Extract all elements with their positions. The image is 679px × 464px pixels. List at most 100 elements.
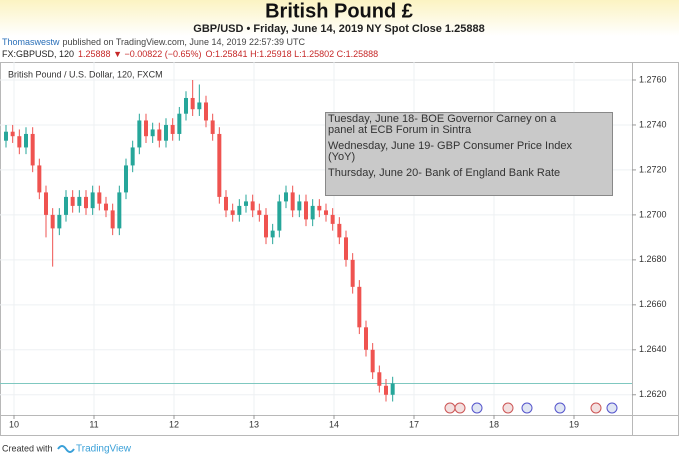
- y-tick-label: 1.2640: [639, 344, 667, 354]
- annotation-line: (YoY): [328, 151, 355, 163]
- event-icon[interactable]: [471, 402, 483, 414]
- annotation-line: Thursday, June 20- Bank of England Bank …: [328, 167, 560, 179]
- x-tick-label: 10: [9, 419, 19, 429]
- candle-body: [370, 349, 375, 373]
- candle-body: [310, 205, 315, 220]
- candle-body: [217, 133, 222, 197]
- candle-body: [244, 201, 248, 206]
- candle-body: [84, 196, 88, 209]
- x-tick-label: 17: [409, 419, 419, 429]
- brand-logo: [57, 445, 75, 453]
- candle-body: [37, 165, 42, 193]
- footer-brand[interactable]: TradingView: [76, 444, 132, 455]
- x-tick-label: 13: [249, 419, 259, 429]
- event-icon[interactable]: [454, 402, 466, 414]
- candle-body: [77, 196, 82, 206]
- event-icon[interactable]: [554, 402, 566, 414]
- candle-body: [184, 97, 188, 114]
- annotation-line: Wednesday, June 19- GBP Consumer Price I…: [328, 140, 572, 152]
- candle-body: [337, 223, 342, 238]
- x-tick-label: 19: [569, 419, 579, 429]
- candle-body: [30, 133, 35, 166]
- candle-body: [157, 129, 162, 141]
- candle-body: [164, 124, 168, 141]
- candle-body: [257, 210, 262, 215]
- ohlc: O:1.25841 H:1.25918 L:1.25802 C:1.25888: [206, 49, 379, 59]
- quote-line: FX:GBPUSD, 120 1.25888 ▼ −0.00822 (−0.65%…: [2, 49, 378, 59]
- annotation: Tuesday, June 18- BOE Governor Carney on…: [328, 113, 572, 179]
- candle-body: [297, 201, 302, 211]
- event-icon[interactable]: [590, 402, 602, 414]
- x-tick-label: 11: [89, 419, 98, 429]
- annotation-line: Tuesday, June 18- BOE Governor Carney on…: [328, 113, 557, 125]
- candle-body: [317, 205, 322, 211]
- candle-body: [284, 192, 288, 202]
- candle-body: [50, 214, 55, 229]
- y-tick-label: 1.2700: [639, 209, 667, 219]
- annotation-line: panel at ECB Forum in Sintra: [328, 124, 472, 136]
- annotation-box: [325, 112, 613, 196]
- y-tick-label: 1.2680: [639, 254, 667, 264]
- y-tick-label: 1.2720: [639, 164, 667, 174]
- candle-body: [44, 192, 48, 215]
- candle-body: [4, 131, 8, 141]
- event-icon[interactable]: [606, 402, 618, 414]
- candle-body: [190, 97, 195, 110]
- candle-body: [170, 124, 175, 134]
- candle-body: [137, 120, 142, 148]
- candle-body: [377, 372, 382, 386]
- footer-created: Created with: [2, 443, 53, 453]
- event-icon[interactable]: [502, 402, 514, 414]
- candle-body: [290, 192, 295, 211]
- candle-body: [177, 113, 182, 134]
- event-icon[interactable]: [521, 402, 533, 414]
- candle-body: [17, 136, 22, 148]
- candle-body: [97, 192, 102, 204]
- candle-body: [57, 214, 62, 229]
- candle-body: [210, 120, 215, 134]
- byline: Thomaswestw published on TradingView.com,…: [2, 37, 306, 47]
- candle-body: [197, 102, 202, 110]
- candle-body: [357, 286, 362, 328]
- candle-body: [270, 230, 275, 238]
- candle-body: [224, 196, 228, 211]
- x-tick-label: 18: [489, 419, 499, 429]
- y-tick-label: 1.2760: [639, 74, 667, 84]
- candle-body: [264, 214, 268, 238]
- candle-body: [324, 210, 328, 215]
- quote: 1.25888 ▼ −0.00822 (−0.65%): [78, 49, 202, 59]
- chart-legend: British Pound / U.S. Dollar, 120, FXCM: [8, 69, 163, 79]
- candle-body: [150, 129, 155, 137]
- candle-body: [24, 133, 28, 148]
- y-tick-label: 1.2620: [639, 389, 667, 399]
- title: British Pound £: [265, 0, 413, 22]
- candle-body: [344, 237, 348, 260]
- candle-body: [110, 210, 115, 229]
- candle-body: [237, 205, 242, 215]
- x-tick-label: 12: [169, 419, 179, 429]
- candle-body: [204, 102, 208, 121]
- y-tick-label: 1.2660: [639, 299, 667, 309]
- candle-body: [104, 203, 108, 211]
- candle-body: [64, 196, 68, 215]
- candle-body: [304, 201, 308, 220]
- candle-body: [330, 214, 335, 224]
- published: published on TradingView.com, June 14, 2…: [63, 37, 306, 47]
- x-tick-label: 14: [329, 419, 339, 429]
- candle-body: [90, 192, 95, 209]
- candle-body: [124, 165, 128, 193]
- y-tick-label: 1.2740: [639, 119, 667, 129]
- header-bg: [0, 0, 679, 36]
- symbol: FX:GBPUSD, 120: [2, 49, 74, 59]
- candle-body: [390, 383, 395, 395]
- subtitle: GBP/USD • Friday, June 14, 2019 NY Spot …: [193, 23, 484, 35]
- candle-body: [117, 192, 122, 229]
- plot: 1.2620 1.2640 1.2660 1.2680 1.2700 1.2720 1.27…: [0, 62, 667, 429]
- candle-body: [277, 201, 282, 231]
- candle-body: [250, 201, 255, 211]
- candle-body: [144, 120, 148, 137]
- event-icons: [444, 402, 618, 414]
- event-icon[interactable]: [444, 402, 456, 414]
- author[interactable]: Thomaswestw: [2, 37, 60, 47]
